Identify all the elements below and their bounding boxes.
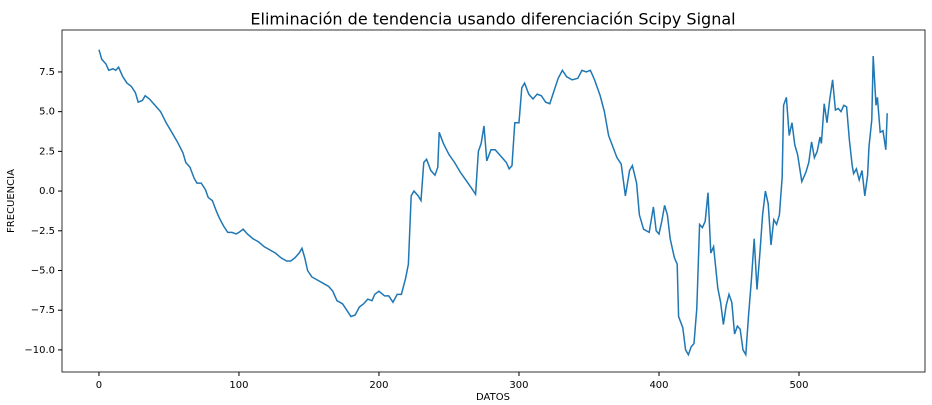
y-tick-label: 7.5 <box>39 67 55 78</box>
y-tick-label: −2.5 <box>31 226 55 237</box>
x-tick-label: 300 <box>509 380 528 391</box>
x-tick-label: 200 <box>369 380 388 391</box>
y-tick-label: 5.0 <box>39 107 55 118</box>
x-tick-label: 500 <box>789 380 808 391</box>
y-tick-label: −5.0 <box>31 265 55 276</box>
y-tick-label: 2.5 <box>39 146 55 157</box>
y-axis-label: FRECUENCIA <box>6 169 17 233</box>
x-tick-label: 100 <box>229 380 248 391</box>
line-series <box>98 49 888 358</box>
y-tick-label: −10.0 <box>24 345 55 356</box>
plot-frame <box>61 29 926 373</box>
y-tick-label: 0.0 <box>39 186 55 197</box>
x-tick-label: 400 <box>649 380 668 391</box>
chart-title: Eliminación de tendencia usando diferenc… <box>250 10 735 29</box>
x-tick-label: 0 <box>96 380 102 391</box>
x-axis-label: DATOS <box>476 392 510 403</box>
y-tick-label: −7.5 <box>31 305 55 316</box>
